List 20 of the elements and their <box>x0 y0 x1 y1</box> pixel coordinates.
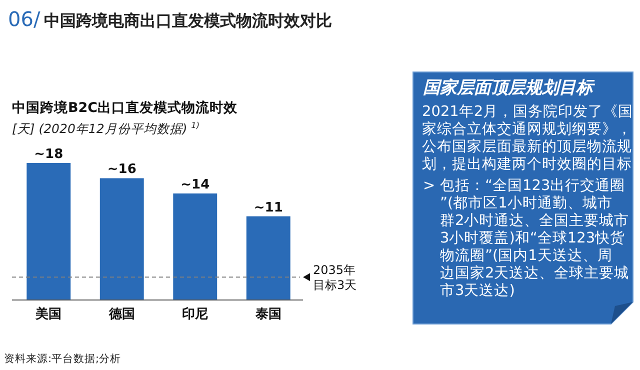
chart-subtitle: [天] (2020年12月份平均数据) $^{1)}$ <box>12 120 200 136</box>
bar <box>246 216 290 300</box>
data-label: ~14 <box>180 177 210 192</box>
x-tick-label: 印尼 <box>182 306 208 322</box>
text: 资料来源:平台数据;分析 <box>4 352 122 365</box>
text: 06/ 中国跨境电商出口直发模式物流时效对比 <box>8 7 332 31</box>
text: > 包括：“全国123出行交通圈”(都市区1小时通勤、城市群2小时通达、全国主要城市3小时覆盖)和“全球123快货物流圈”(国内1天送达、周边国家2天送达、全球主要城市3天送达) <box>423 177 630 299</box>
x-tick-label: 德国 <box>108 307 135 322</box>
bar <box>173 193 218 300</box>
bar <box>100 178 144 300</box>
data-label: ~18 <box>34 147 64 162</box>
ref-line-label: 2035年目标3天 <box>313 263 357 292</box>
chart-title: 中国跨境B2C出口直发模式物流时效 <box>12 99 239 116</box>
data-label: ~16 <box>107 162 136 178</box>
text: 国家层面顶层规划目标 <box>423 78 596 98</box>
bar <box>26 163 71 300</box>
data-label: ~11 <box>254 200 283 216</box>
x-tick-label: 泰国 <box>254 307 282 322</box>
x-tick-label: 美国 <box>34 306 62 322</box>
text: 2021年2月，国务院印发了《国家综合立体交通网规划纲要》，公布国家层面最新的顶层物流规划，提出构建两个时效圈的目标 <box>422 103 634 172</box>
